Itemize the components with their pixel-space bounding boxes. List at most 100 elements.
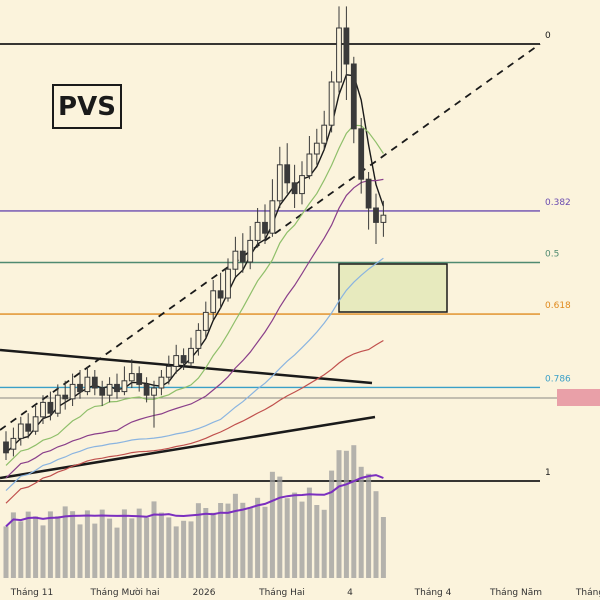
candle bbox=[54, 384, 61, 417]
volume-bar bbox=[225, 503, 231, 578]
volume-bar bbox=[62, 506, 68, 578]
volume-bar bbox=[284, 498, 290, 578]
candle bbox=[217, 272, 224, 309]
volume-bar bbox=[343, 450, 349, 578]
candle bbox=[195, 323, 202, 356]
candle bbox=[173, 344, 180, 374]
volume-bar bbox=[158, 512, 164, 578]
volume-bar bbox=[351, 445, 357, 578]
candle bbox=[69, 373, 76, 406]
candle bbox=[128, 359, 135, 388]
x-tick-label: 2026 bbox=[193, 588, 216, 598]
volume-bar bbox=[321, 509, 327, 578]
candle bbox=[77, 370, 83, 399]
candle bbox=[373, 193, 379, 244]
ma-red bbox=[5, 339, 384, 504]
fib-label-1: 0.382 bbox=[545, 198, 571, 208]
trendlines bbox=[0, 43, 541, 480]
volume-bar bbox=[77, 524, 83, 578]
candle bbox=[365, 172, 372, 230]
volume-bar bbox=[107, 518, 113, 578]
candle bbox=[299, 161, 305, 205]
volume-bar bbox=[144, 517, 150, 578]
candle bbox=[247, 226, 254, 270]
candle bbox=[84, 366, 91, 396]
fib-label-0: 0 bbox=[545, 31, 551, 41]
candle bbox=[91, 370, 98, 396]
ma-green bbox=[5, 124, 384, 466]
ticker-label: PVS bbox=[52, 84, 122, 129]
volume-bar bbox=[373, 491, 379, 578]
candle bbox=[313, 128, 320, 165]
candle bbox=[358, 118, 365, 194]
volume-bar bbox=[10, 512, 16, 578]
x-tick-label: Tháng Năm bbox=[489, 588, 542, 598]
x-tick-label: Tháng Mười hai bbox=[89, 587, 159, 598]
ma-purple bbox=[5, 178, 384, 479]
volume-bar bbox=[277, 476, 283, 578]
candle bbox=[25, 413, 32, 439]
volume-bar bbox=[380, 517, 386, 578]
volume-bar bbox=[269, 471, 275, 578]
volume-bar bbox=[210, 512, 216, 578]
x-tick-label: 4 bbox=[347, 588, 353, 598]
volume-bar bbox=[136, 508, 142, 578]
candle bbox=[225, 258, 231, 302]
fib-label-2: 0.5 bbox=[545, 250, 559, 260]
volume-bar bbox=[129, 518, 135, 578]
candle bbox=[62, 380, 69, 410]
support-zone bbox=[338, 263, 448, 313]
ma-fast bbox=[5, 74, 385, 454]
candle bbox=[291, 164, 298, 208]
candle bbox=[306, 136, 313, 180]
volume-bar bbox=[84, 510, 90, 578]
candle bbox=[343, 6, 350, 100]
volume-bar bbox=[329, 470, 335, 578]
candle bbox=[143, 377, 150, 403]
alert-price-zone bbox=[557, 389, 600, 406]
volume-bar bbox=[203, 508, 209, 578]
candle bbox=[158, 370, 165, 396]
candle bbox=[254, 208, 261, 248]
candle bbox=[380, 200, 387, 237]
volume-bar bbox=[3, 526, 9, 578]
volume-bar bbox=[299, 501, 305, 578]
volume-bar bbox=[173, 526, 179, 578]
candle bbox=[3, 431, 9, 460]
candle bbox=[262, 204, 268, 244]
volume-moving-average bbox=[5, 474, 384, 528]
candle bbox=[121, 366, 128, 396]
x-axis: Tháng 11 Tháng Mười hai 2026 Tháng Hai 4 Thán… bbox=[10, 587, 600, 598]
candle bbox=[10, 427, 17, 457]
fib-diagonal-dashed bbox=[0, 43, 541, 431]
candle bbox=[328, 71, 335, 133]
candle bbox=[40, 395, 46, 424]
volume-bar bbox=[292, 492, 298, 578]
candle bbox=[106, 377, 113, 403]
volume-bar bbox=[358, 466, 364, 578]
fib-label-4: 0.786 bbox=[545, 374, 571, 384]
volume-bar bbox=[151, 501, 157, 578]
moving-averages bbox=[5, 74, 385, 504]
candle bbox=[210, 280, 217, 320]
candle bbox=[180, 348, 187, 370]
volume-bar bbox=[181, 520, 187, 578]
candle bbox=[284, 143, 291, 194]
candle bbox=[114, 373, 120, 399]
x-tick-label: Tháng 11 bbox=[10, 588, 53, 598]
volume-bar bbox=[25, 511, 31, 578]
volume-bar bbox=[166, 517, 172, 578]
volume-bar bbox=[99, 509, 105, 578]
x-tick-label: Tháng Hai bbox=[258, 588, 305, 598]
candle bbox=[202, 301, 209, 338]
volume-bar bbox=[218, 503, 224, 578]
ma-blue bbox=[5, 257, 384, 492]
volume-bar bbox=[366, 473, 372, 578]
fib-label-3: 0.618 bbox=[545, 301, 571, 311]
candle bbox=[350, 56, 357, 144]
volume-bar bbox=[18, 521, 24, 578]
volume-bar bbox=[70, 511, 76, 578]
candle bbox=[151, 380, 157, 428]
